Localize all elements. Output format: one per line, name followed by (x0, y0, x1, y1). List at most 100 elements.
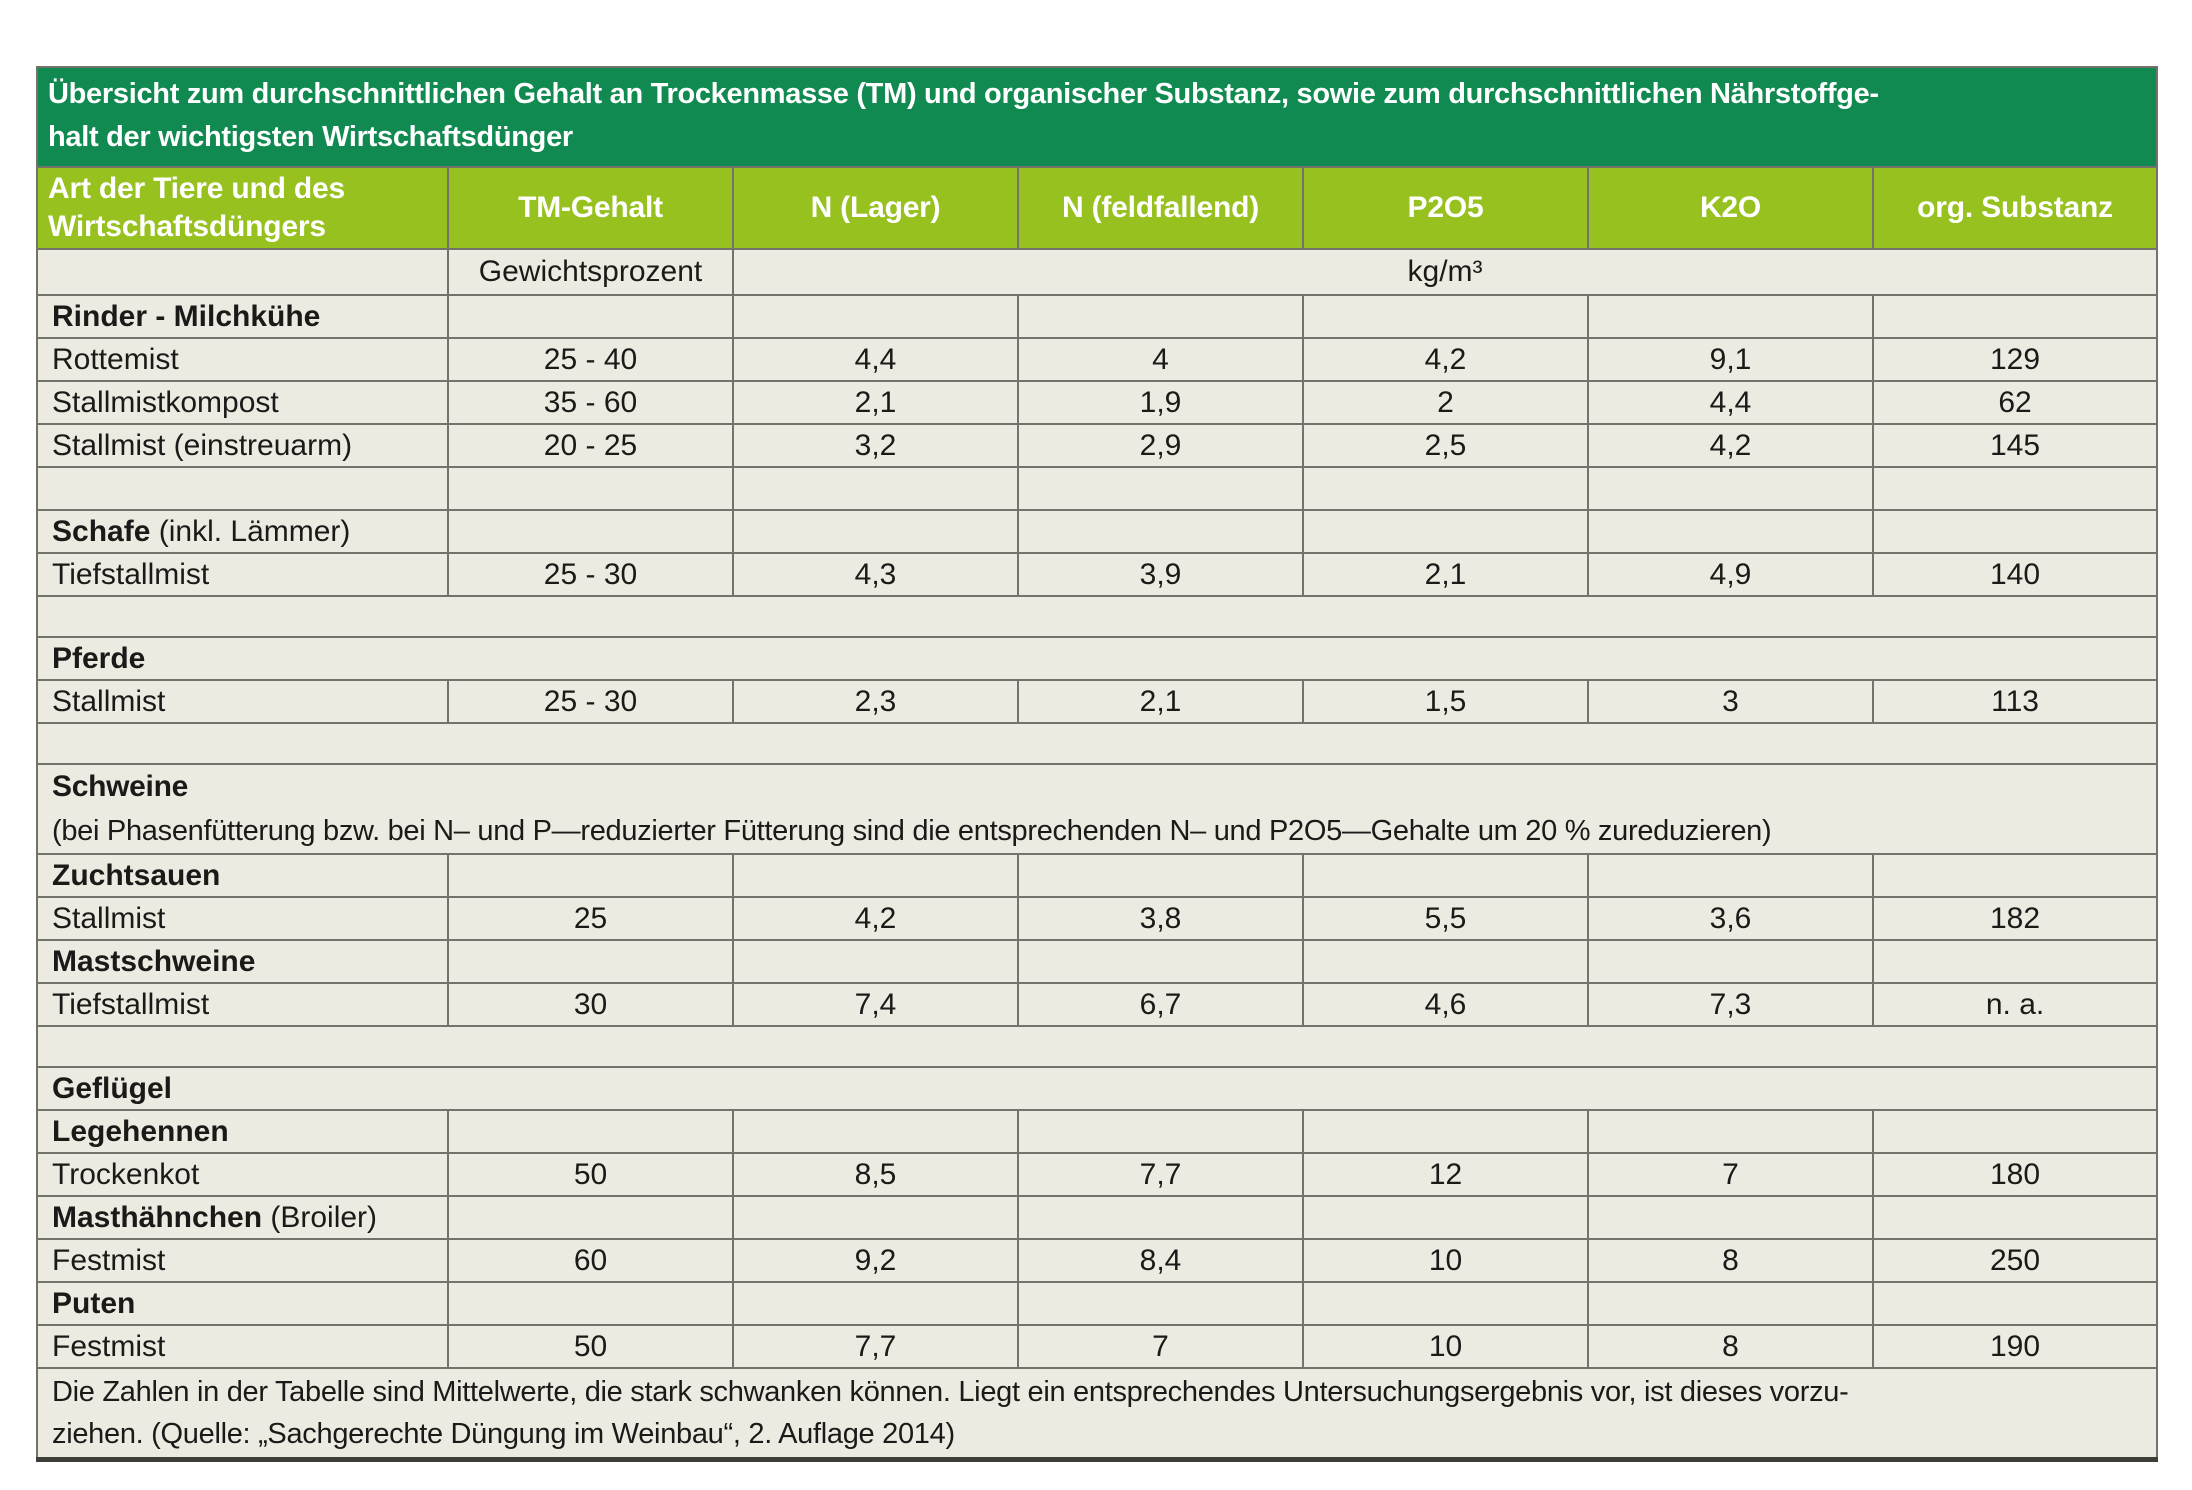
tm-value-cell: 25 (447, 896, 734, 941)
empty-cell (35, 1025, 2159, 1068)
n-feld-value-cell: 6,7 (1017, 982, 1304, 1027)
p2o5-value-cell: 2,1 (1302, 552, 1589, 597)
section-label-cell: Legehennen (36, 1109, 449, 1154)
empty-cell (447, 294, 734, 339)
column-header-org: org. Substanz (1871, 166, 2159, 250)
footer-row: Die Zahlen in der Tabelle sind Mittelwer… (35, 1367, 2159, 1461)
empty-cell (447, 939, 734, 984)
empty-cell (1587, 509, 1874, 554)
section-rinder-row: Rinder - Milchkühe (36, 294, 2159, 339)
tm-value-cell: 60 (447, 1238, 734, 1283)
n-lager-value-cell: 7,4 (732, 982, 1019, 1027)
units-row: Gewichtsprozent kg/m³ (36, 248, 2159, 296)
empty-cell (1871, 939, 2159, 984)
section-note-cell: Schweine (bei Phasenfütterung bzw. bei N… (35, 763, 2159, 855)
section-label-cell: Zuchtsauen (36, 853, 449, 898)
row-rottemist: Rottemist 25 - 40 4,4 4 4,2 9,1 129 (36, 337, 2159, 382)
org-value-cell: n. a. (1871, 982, 2159, 1027)
tm-value-cell: 30 (447, 982, 734, 1027)
empty-cell (732, 1109, 1019, 1154)
animal-label-cell: Rottemist (36, 337, 449, 382)
table-title: Übersicht zum durchschnittlichen Gehalt … (35, 66, 2159, 168)
tm-value-cell: 25 - 30 (447, 552, 734, 597)
empty-cell (732, 853, 1019, 898)
org-value-cell: 190 (1871, 1324, 2159, 1369)
section-label-cell: Schafe (inkl. Lämmer) (36, 509, 449, 554)
empty-cell (1587, 853, 1874, 898)
column-header-k2o: K2O (1587, 166, 1874, 250)
p2o5-value-cell: 1,5 (1302, 679, 1589, 724)
tm-value-cell: 35 - 60 (447, 380, 734, 425)
empty-cell (1017, 1109, 1304, 1154)
empty-cell (1587, 939, 1874, 984)
footer-line-1: Die Zahlen in der Tabelle sind Mittelwer… (52, 1376, 1849, 1408)
tm-value-cell: 50 (447, 1152, 734, 1197)
empty-cell (1871, 466, 2159, 511)
p2o5-value-cell: 4,6 (1302, 982, 1589, 1027)
header-row: Art der Tiere und des Wirtschaftsdüngers… (36, 166, 2159, 250)
k2o-value-cell: 4,9 (1587, 552, 1874, 597)
section-puten-row: Puten (36, 1281, 2159, 1326)
empty-cell (1017, 509, 1304, 554)
k2o-value-cell: 9,1 (1587, 337, 1874, 382)
empty-cell (732, 466, 1019, 511)
n-feld-value-cell: 7 (1017, 1324, 1304, 1369)
n-lager-value-cell: 8,5 (732, 1152, 1019, 1197)
section-label: Masthähnchen (52, 1200, 263, 1234)
empty-cell (1302, 509, 1589, 554)
row-tiefstallmist-schafe: Tiefstallmist 25 - 30 4,3 3,9 2,1 4,9 14… (36, 552, 2159, 597)
org-value-cell: 62 (1871, 380, 2159, 425)
animal-label-cell: Stallmist (einstreuarm) (36, 423, 449, 468)
empty-cell (447, 1109, 734, 1154)
empty-cell (1871, 294, 2159, 339)
empty-cell (36, 466, 449, 511)
empty-cell (447, 509, 734, 554)
empty-cell (1302, 1109, 1589, 1154)
k2o-value-cell: 8 (1587, 1238, 1874, 1283)
row-festmist-masthaehnchen: Festmist 60 9,2 8,4 10 8 250 (36, 1238, 2159, 1283)
org-value-cell: 145 (1871, 423, 2159, 468)
k2o-value-cell: 7 (1587, 1152, 1874, 1197)
section-label-cell: Mastschweine (36, 939, 449, 984)
k2o-value-cell: 8 (1587, 1324, 1874, 1369)
empty-cell (1871, 509, 2159, 554)
column-header-animal: Art der Tiere und des Wirtschaftsdüngers (36, 166, 449, 250)
title-line-2: halt der wichtigsten Wirtschaftsdünger (48, 121, 573, 153)
fertilizer-nutrient-table: Übersicht zum durchschnittlichen Gehalt … (35, 66, 2159, 1462)
empty-cell (1017, 1195, 1304, 1240)
row-stallmistkompost: Stallmistkompost 35 - 60 2,1 1,9 2 4,4 6… (36, 380, 2159, 425)
empty-cell (732, 1195, 1019, 1240)
k2o-value-cell: 3,6 (1587, 896, 1874, 941)
tm-value-cell: 25 - 40 (447, 337, 734, 382)
empty-cell (1302, 1195, 1589, 1240)
n-lager-value-cell: 4,2 (732, 896, 1019, 941)
row-stallmist-einstreuarm: Stallmist (einstreuarm) 20 - 25 3,2 2,9 … (36, 423, 2159, 468)
title-row: Übersicht zum durchschnittlichen Gehalt … (35, 66, 2159, 168)
empty-cell (1587, 1109, 1874, 1154)
empty-cell (1302, 294, 1589, 339)
spacer-row-full (35, 595, 2159, 638)
section-schafe-row: Schafe (inkl. Lämmer) (36, 509, 2159, 554)
empty-cell (732, 294, 1019, 339)
n-feld-value-cell: 3,8 (1017, 896, 1304, 941)
section-legehennen-row: Legehennen (36, 1109, 2159, 1154)
empty-cell (1587, 294, 1874, 339)
section-schweine-note-row: Schweine (bei Phasenfütterung bzw. bei N… (35, 763, 2159, 855)
section-label-cell: Masthähnchen (Broiler) (36, 1195, 449, 1240)
column-header-n-feld: N (feldfallend) (1017, 166, 1304, 250)
n-lager-value-cell: 4,4 (732, 337, 1019, 382)
p2o5-value-cell: 10 (1302, 1238, 1589, 1283)
p2o5-value-cell: 2 (1302, 380, 1589, 425)
section-masthaehnchen-row: Masthähnchen (Broiler) (36, 1195, 2159, 1240)
section-label-cell: Pferde (35, 636, 2159, 681)
row-stallmist-pferde: Stallmist 25 - 30 2,3 2,1 1,5 3 113 (36, 679, 2159, 724)
animal-label-cell: Stallmistkompost (36, 380, 449, 425)
empty-cell (35, 722, 2159, 765)
k2o-value-cell: 3 (1587, 679, 1874, 724)
empty-cell (1017, 853, 1304, 898)
n-feld-value-cell: 7,7 (1017, 1152, 1304, 1197)
org-value-cell: 129 (1871, 337, 2159, 382)
title-line-1: Übersicht zum durchschnittlichen Gehalt … (48, 78, 1879, 110)
animal-label-cell: Tiefstallmist (36, 982, 449, 1027)
n-lager-value-cell: 3,2 (732, 423, 1019, 468)
